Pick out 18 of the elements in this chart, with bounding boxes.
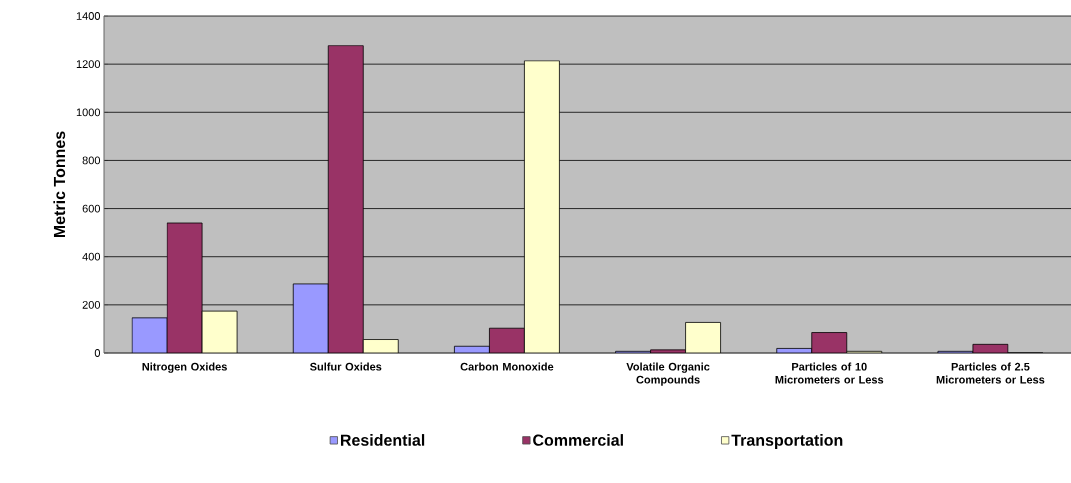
y-tick-label: 800 — [82, 156, 101, 165]
legend-label: Transportation — [731, 434, 843, 449]
y-tick-label: 0 — [94, 349, 101, 357]
y-tick-label: 1000 — [76, 108, 101, 117]
legend-label: Residential — [340, 434, 425, 446]
y-tick-label: 1200 — [76, 60, 101, 69]
legend-label: Commercial — [533, 434, 623, 446]
y-tick-label: 1400 — [76, 12, 101, 20]
y-tick-label: 400 — [82, 252, 101, 261]
y-tick-label: 600 — [82, 204, 101, 213]
x-tick-label: Volatile Organic Compounds — [626, 362, 710, 386]
y-axis-title: Metric Tonnes — [53, 131, 66, 238]
y-tick-label: 200 — [82, 300, 101, 309]
x-tick-label: Particles of 10 Micrometers or Less — [775, 362, 884, 384]
x-tick-label: Particles of 2.5 Micrometers or Less — [936, 362, 1045, 384]
x-tick-label: Sulfur Oxides — [310, 362, 382, 371]
x-tick-label: Carbon Monoxide — [460, 362, 554, 371]
x-tick-label: Nitrogen Oxides — [142, 362, 227, 373]
